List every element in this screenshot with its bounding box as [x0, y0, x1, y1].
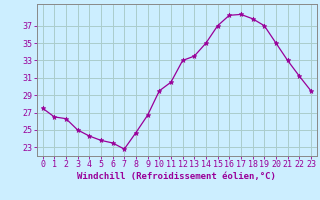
X-axis label: Windchill (Refroidissement éolien,°C): Windchill (Refroidissement éolien,°C)	[77, 172, 276, 181]
